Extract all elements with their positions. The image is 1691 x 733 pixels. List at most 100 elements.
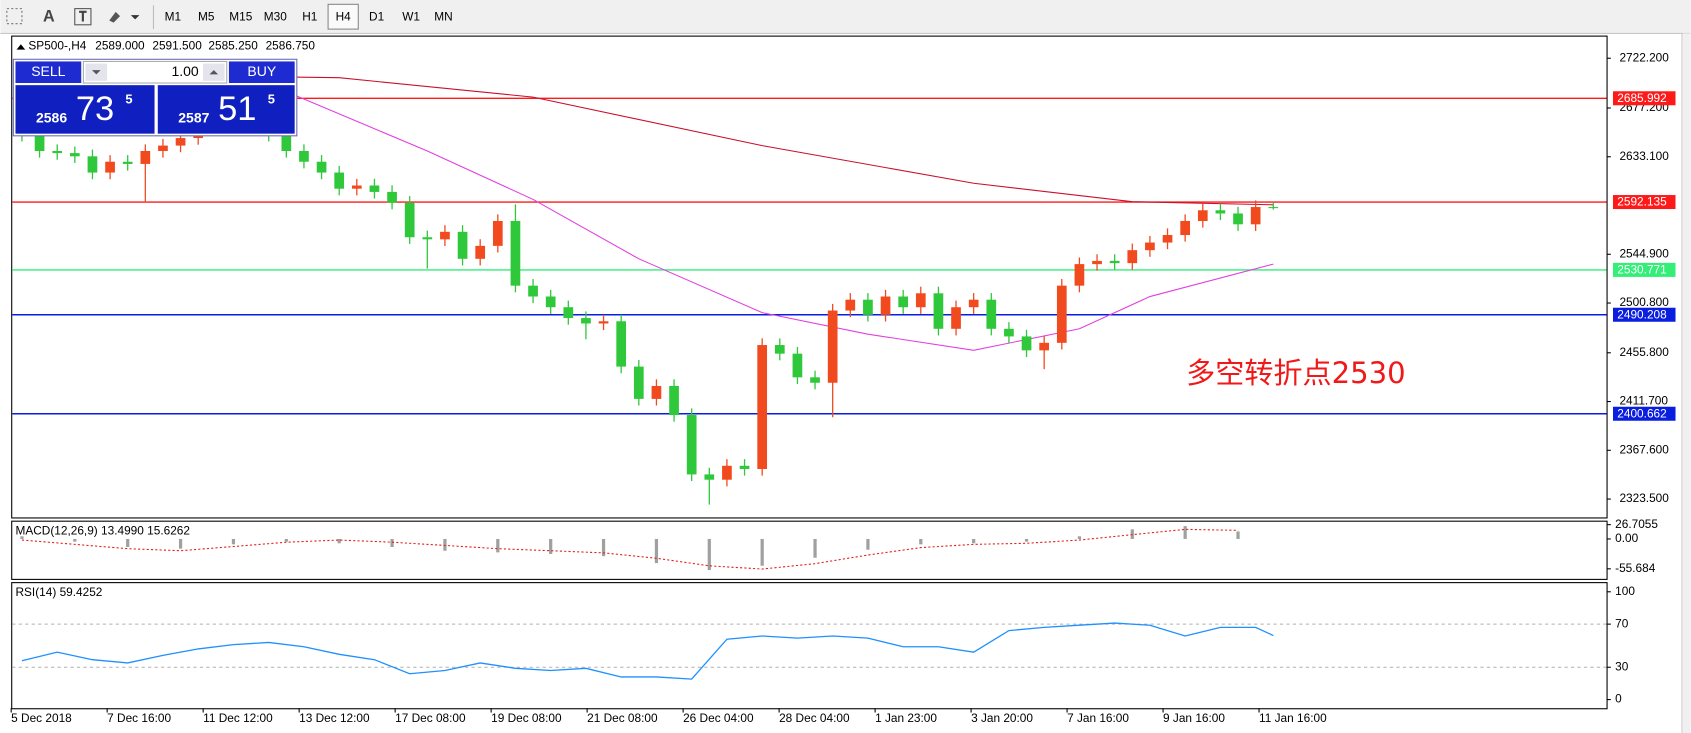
rsi-plot [12,622,1607,680]
collapse-icon[interactable] [16,44,26,50]
timeframe-button[interactable]: MN [434,9,452,23]
candle-body [986,299,997,329]
rsi-tick-label: 70 [1615,616,1629,630]
timeframe-button[interactable]: M1 [165,9,182,23]
candle-body [827,310,838,383]
candle-body [158,145,168,152]
y-tick-label: 2323.500 [1619,491,1669,505]
candle-body [845,299,856,311]
timeframe-button[interactable]: D1 [369,9,385,23]
timeframe-button[interactable]: M5 [198,9,215,23]
candle-body [757,345,768,469]
candle-body [475,245,486,259]
quote-close: 2586.750 [266,38,316,52]
candle-body [1215,210,1226,214]
candle-body [686,415,697,475]
x-tick-label: 3 Jan 20:00 [971,711,1033,725]
candle-body [440,231,450,240]
candle-body [1250,207,1261,225]
rsi-title: RSI(14) 59.4252 [15,585,102,599]
candle-body [739,465,750,469]
candle-body [404,202,415,238]
sell-label[interactable]: SELL [31,63,65,79]
candle-body [387,191,397,203]
candle-body [122,161,133,164]
candle-body [281,134,292,152]
lots-input[interactable] [82,60,228,84]
shapes-tool[interactable] [109,11,121,23]
candle-body [898,296,909,308]
timeframe-button[interactable]: M30 [264,9,287,23]
candle-body [633,366,644,399]
macd-title: MACD(12,26,9) 13.4990 15.6262 [15,524,189,538]
label-tool-glyph [79,10,87,22]
active-timeframe [327,3,359,30]
timeframe-button[interactable]: H1 [302,9,318,23]
candle-body [369,185,380,192]
x-tick-label: 21 Dec 08:00 [587,711,658,725]
macd-tick-label: -55.684 [1615,561,1656,575]
x-tick-label: 1 Jan 23:00 [875,711,937,725]
y-tick-label: 2411.700 [1619,394,1668,408]
candle-body [299,151,309,162]
toolbar [0,0,1691,34]
level-tag [1612,91,1676,106]
buy-label[interactable]: BUY [247,63,276,79]
candle-body [1092,260,1102,265]
quote-high: 2591.500 [152,38,202,52]
dropdown-arrow[interactable] [130,15,140,20]
rsi-line [21,622,1274,680]
rsi-tick-label: 100 [1615,584,1635,598]
x-tick-label: 11 Jan 16:00 [1259,711,1327,725]
candle-body [334,172,345,189]
rsi-tick-label: 0 [1615,692,1622,706]
candle-body [105,161,115,173]
timeframe-button[interactable]: H4 [336,9,352,23]
timeframe-button[interactable]: M15 [229,9,252,23]
crosshair-icon[interactable] [6,8,23,25]
level-tag [1612,406,1676,421]
y-tick-label: 2544.900 [1619,246,1669,260]
sell-button[interactable] [15,61,82,84]
candle-body [933,293,944,329]
lots-value[interactable]: 1.00 [171,63,198,79]
level-label: 2592.135 [1617,195,1667,209]
candle-body [1021,336,1032,351]
ask-box[interactable] [157,85,295,134]
candle-body [545,296,556,308]
candle-body [951,307,961,329]
candle-body [1109,260,1120,264]
candle-body [1197,210,1208,221]
macd-tick-label: 26.7055 [1615,517,1658,531]
text-tool[interactable]: A [43,8,55,26]
macd-panel [11,520,1608,580]
x-tick-label: 13 Dec 12:00 [299,711,370,725]
candle-body [1004,328,1014,337]
candle-body [140,151,151,164]
x-tick-label: 26 Dec 04:00 [683,711,754,725]
candle-body [774,345,785,354]
candle-body [968,299,979,308]
macd-signal [21,528,1239,570]
x-tick-label: 28 Dec 04:00 [779,711,850,725]
candle-body [1162,235,1173,243]
x-tick-label: 11 Dec 12:00 [203,711,273,725]
timeframe-button[interactable]: W1 [402,9,420,23]
label-tool[interactable] [74,8,92,26]
level-label: 2400.662 [1617,406,1666,420]
annotation: 多空转折点2530 [1186,356,1406,390]
bid-box[interactable] [15,85,155,134]
y-tick-label: 2500.800 [1619,295,1669,309]
y-tick-label: 2633.100 [1619,149,1669,163]
candle-body [1039,342,1050,351]
candle-body [1233,213,1243,225]
candle-body [651,385,662,399]
candle-body [422,237,433,240]
candle-body [1180,220,1191,236]
y-tick-label: 2455.800 [1619,345,1669,359]
candle-body [528,285,538,297]
candle-body [704,474,715,480]
buy-button[interactable] [228,61,295,84]
candle-body [1074,264,1085,286]
